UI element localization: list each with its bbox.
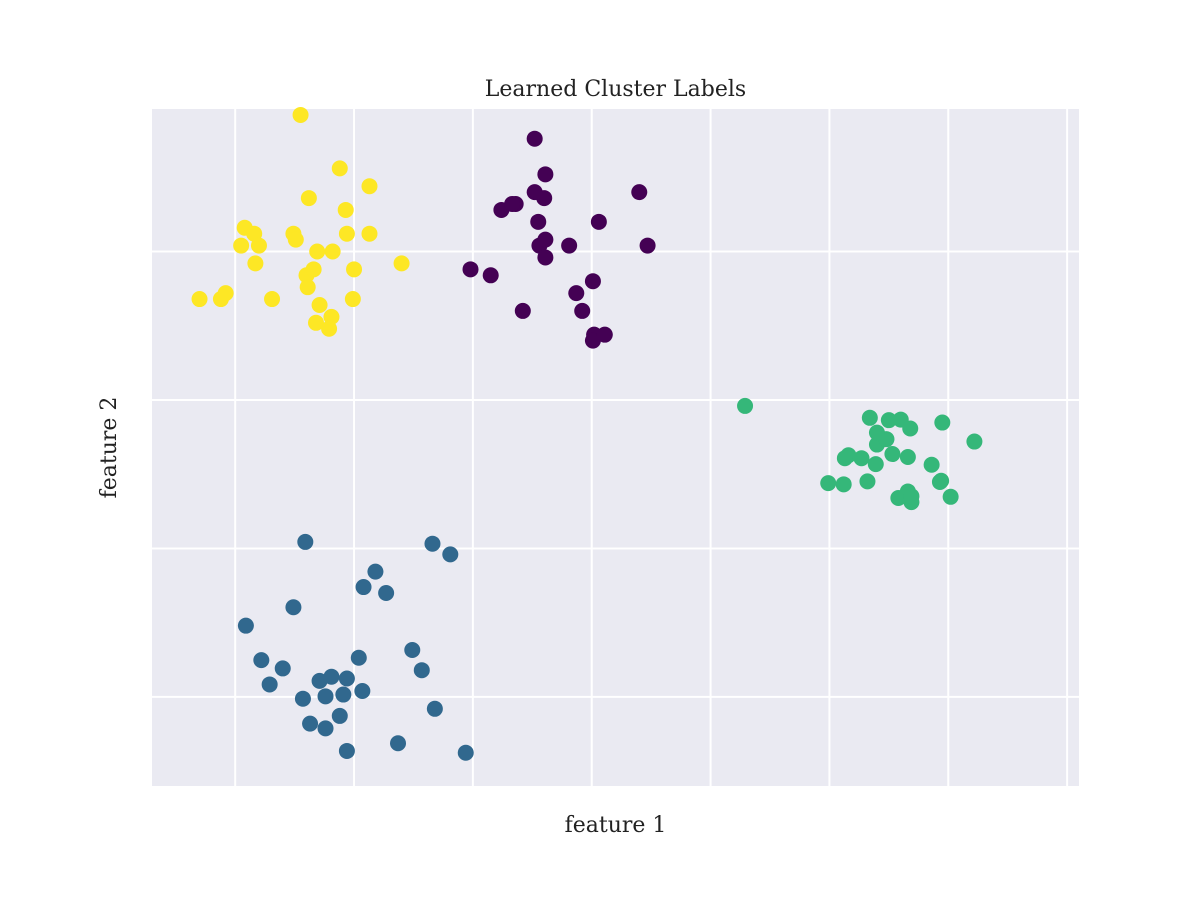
data-point-cluster-1-6: [338, 742, 355, 759]
data-point-cluster-2-15: [880, 412, 897, 429]
data-point-cluster-3-14: [311, 296, 328, 313]
data-point-cluster-0-16: [462, 261, 479, 278]
data-point-cluster-3-19: [361, 225, 378, 242]
data-point-cluster-0-11: [561, 237, 578, 254]
data-point-cluster-3-16: [324, 243, 341, 260]
data-point-cluster-1-20: [335, 686, 352, 703]
data-point-cluster-3-27: [393, 255, 410, 272]
data-point-cluster-3-28: [338, 225, 355, 242]
data-point-cluster-2-24: [836, 450, 853, 467]
data-point-cluster-3-2: [233, 237, 250, 254]
data-point-cluster-1-26: [426, 700, 443, 717]
data-point-cluster-1-4: [355, 579, 372, 596]
data-point-cluster-3-23: [299, 279, 316, 296]
data-point-cluster-0-12: [590, 213, 607, 230]
data-point-cluster-3-6: [247, 255, 264, 272]
data-point-cluster-0-15: [631, 184, 648, 201]
data-point-cluster-2-10: [737, 397, 754, 414]
data-point-cluster-3-24: [287, 231, 304, 248]
data-point-cluster-1-17: [390, 735, 407, 752]
data-point-cluster-2-22: [868, 424, 885, 441]
data-point-cluster-2-26: [861, 409, 878, 426]
x-axis-label: feature 1: [565, 813, 667, 838]
data-point-cluster-2-7: [867, 456, 884, 473]
data-point-cluster-0-5: [537, 249, 554, 266]
data-point-cluster-3-22: [321, 320, 338, 337]
data-point-cluster-3-29: [331, 160, 348, 177]
data-point-cluster-1-9: [261, 676, 278, 693]
data-point-cluster-3-10: [300, 190, 317, 207]
chart-title: Learned Cluster Labels: [485, 77, 746, 102]
data-point-cluster-1-3: [367, 563, 384, 580]
data-point-cluster-1-21: [274, 660, 291, 677]
data-point-cluster-3-18: [346, 261, 363, 278]
data-point-cluster-1-13: [294, 690, 311, 707]
y-axis-label: feature 2: [97, 397, 122, 499]
data-point-cluster-2-2: [942, 488, 959, 505]
data-point-cluster-0-8: [504, 196, 521, 213]
data-point-cluster-3-7: [264, 291, 281, 308]
data-point-cluster-2-17: [899, 449, 916, 466]
data-point-cluster-1-25: [424, 535, 441, 552]
plot-area: [152, 109, 1079, 786]
data-point-cluster-1-2: [285, 599, 302, 616]
data-point-cluster-1-11: [317, 688, 334, 705]
data-point-cluster-1-27: [378, 584, 395, 601]
data-point-cluster-1-7: [297, 533, 314, 550]
data-point-cluster-1-10: [253, 652, 270, 669]
grid-lines: [152, 109, 1079, 786]
data-point-cluster-1-22: [323, 668, 340, 685]
data-point-cluster-3-20: [361, 178, 378, 195]
data-point-cluster-1-24: [442, 546, 459, 563]
data-point-cluster-1-23: [457, 744, 474, 761]
data-point-cluster-3-5: [250, 237, 267, 254]
data-point-cluster-2-18: [902, 420, 919, 437]
data-point-cluster-0-14: [639, 237, 656, 254]
data-point-cluster-2-21: [859, 473, 876, 490]
data-point-cluster-1-5: [404, 642, 421, 659]
data-point-cluster-0-13: [584, 273, 601, 290]
data-point-cluster-2-9: [820, 475, 837, 492]
data-point-cluster-3-12: [305, 261, 322, 278]
data-point-cluster-2-0: [923, 456, 940, 473]
data-point-cluster-3-17: [337, 201, 354, 218]
data-point-cluster-2-25: [903, 488, 920, 505]
data-point-cluster-0-20: [574, 302, 591, 319]
data-point-cluster-2-23: [884, 446, 901, 463]
data-point-cluster-2-11: [835, 476, 852, 493]
data-point-cluster-3-0: [191, 291, 208, 308]
data-point-cluster-0-1: [537, 166, 554, 183]
data-point-cluster-1-8: [237, 617, 254, 634]
data-point-cluster-0-18: [514, 302, 531, 319]
data-point-cluster-0-17: [482, 267, 499, 284]
data-point-cluster-3-15: [323, 308, 340, 325]
data-point-cluster-1-14: [317, 720, 334, 737]
data-point-cluster-3-21: [344, 291, 361, 308]
scatter-points: [191, 106, 983, 761]
data-point-cluster-3-13: [309, 243, 326, 260]
data-point-cluster-1-12: [331, 707, 348, 724]
data-point-cluster-0-3: [530, 213, 547, 230]
data-point-cluster-3-25: [217, 285, 234, 302]
data-point-cluster-3-26: [308, 314, 325, 331]
data-point-cluster-0-19: [568, 285, 585, 302]
data-point-cluster-0-22: [584, 332, 601, 349]
data-point-cluster-0-10: [537, 231, 554, 248]
data-point-cluster-1-16: [302, 715, 319, 732]
data-point-cluster-2-1: [934, 414, 951, 431]
data-point-cluster-1-19: [413, 662, 430, 679]
data-point-cluster-0-23: [596, 326, 613, 343]
data-point-cluster-1-1: [350, 649, 367, 666]
data-point-cluster-1-18: [338, 670, 355, 687]
data-point-cluster-3-11: [292, 106, 309, 123]
data-point-cluster-1-15: [354, 682, 371, 699]
data-point-cluster-0-9: [526, 184, 543, 201]
data-point-cluster-2-20: [966, 433, 983, 450]
data-point-cluster-2-19: [931, 473, 948, 490]
data-point-cluster-0-0: [526, 130, 543, 147]
data-point-cluster-2-8: [853, 450, 870, 467]
